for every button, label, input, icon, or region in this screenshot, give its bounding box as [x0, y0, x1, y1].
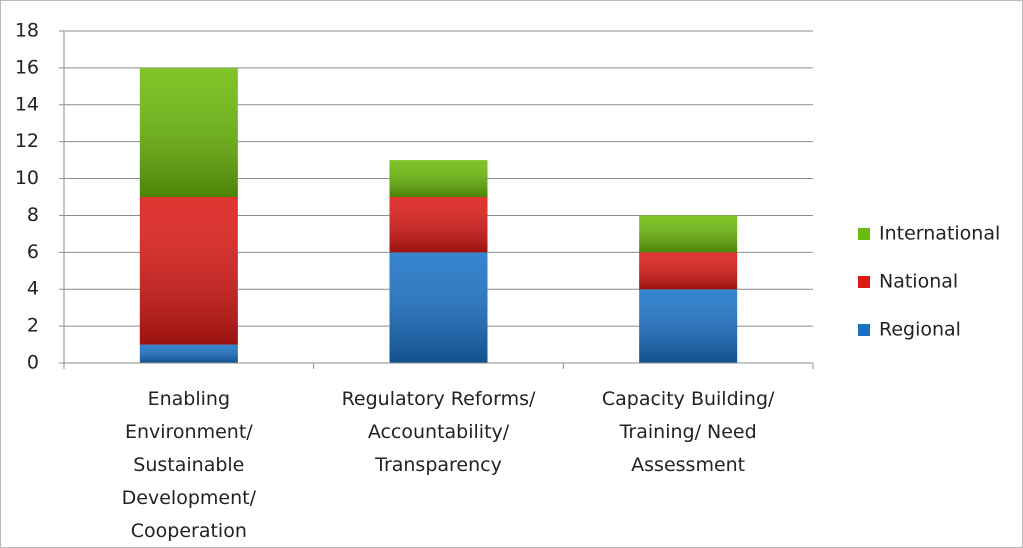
legend-swatch	[858, 276, 870, 288]
y-tick-label: 10	[15, 167, 39, 189]
bar-shade	[389, 252, 488, 363]
legend-swatch	[858, 324, 870, 336]
bar-shade	[139, 344, 238, 363]
x-tick-label: Enabling Environment/ Sustainable Develo…	[121, 388, 256, 542]
x-tick-label: Regulatory Reforms/ Accountability/ Tran…	[341, 388, 536, 476]
y-tick-label: 12	[15, 130, 39, 152]
bar-shade	[639, 215, 738, 253]
y-tick-label: 0	[27, 352, 39, 374]
legend-label: National	[879, 271, 958, 293]
y-tick-label: 2	[27, 315, 39, 337]
bar-shade	[389, 160, 488, 197]
bar-shade	[139, 67, 238, 197]
y-tick-label: 6	[27, 241, 39, 263]
bar-shade	[389, 197, 488, 253]
legend-label: International	[879, 223, 1000, 245]
bar-shade	[139, 197, 238, 345]
legend-swatch	[858, 228, 870, 240]
bar-shade	[639, 252, 738, 290]
x-tick-label: Capacity Building/ Training/ Need Assess…	[601, 388, 775, 476]
y-tick-label: 16	[15, 56, 39, 78]
y-tick-label: 14	[15, 93, 39, 115]
y-tick-label: 4	[27, 278, 39, 300]
y-tick-label: 18	[15, 20, 39, 42]
legend-label: Regional	[879, 319, 961, 341]
bar-shade	[639, 289, 738, 363]
y-tick-label: 8	[27, 204, 39, 226]
